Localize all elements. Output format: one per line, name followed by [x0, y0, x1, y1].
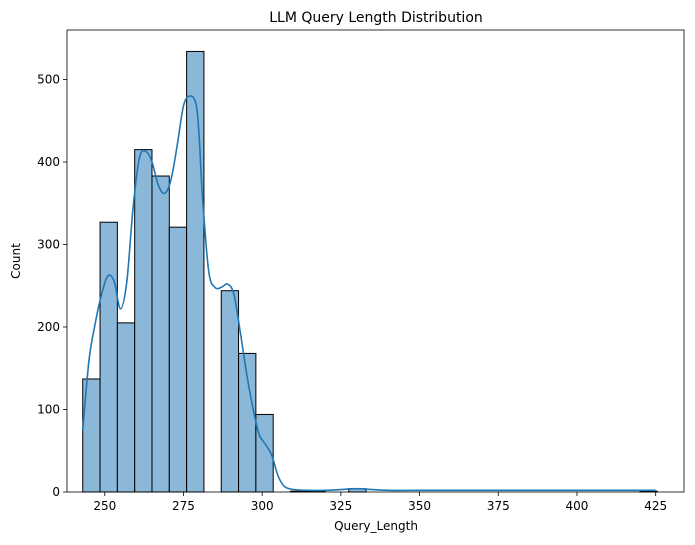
bars-layer [82, 50, 658, 493]
histogram-bar [134, 149, 153, 493]
x-axis-label: Query_Length [334, 519, 418, 533]
x-axis-ticks: 250 275 300 325 350 375 400 425 [93, 492, 667, 513]
histogram-bar [151, 175, 170, 493]
x-tick-label: 325 [329, 499, 352, 513]
x-tick-label: 250 [93, 499, 116, 513]
chart-title: LLM Query Length Distribution [269, 10, 483, 26]
x-tick-label: 425 [644, 499, 667, 513]
y-axis-label: Count [9, 243, 23, 279]
x-tick-label: 275 [172, 499, 195, 513]
histogram-bar [116, 322, 136, 493]
plot-frame [66, 29, 685, 493]
y-tick-label: 300 [37, 238, 60, 252]
histogram-bar [186, 50, 205, 493]
x-tick-label: 300 [251, 499, 274, 513]
histogram-bar [220, 290, 240, 493]
histogram-bar [99, 221, 118, 493]
y-axis-ticks: 0 100 200 300 400 500 [37, 73, 67, 499]
kde-curve [81, 95, 656, 492]
y-tick-label: 0 [52, 485, 60, 499]
y-tick-label: 500 [37, 73, 60, 87]
y-tick-label: 200 [37, 320, 60, 334]
x-tick-label: 350 [408, 499, 431, 513]
y-tick-label: 100 [37, 403, 60, 417]
x-tick-label: 400 [566, 499, 589, 513]
x-tick-label: 375 [487, 499, 510, 513]
y-tick-label: 400 [37, 155, 60, 169]
histogram-bar [168, 226, 188, 493]
